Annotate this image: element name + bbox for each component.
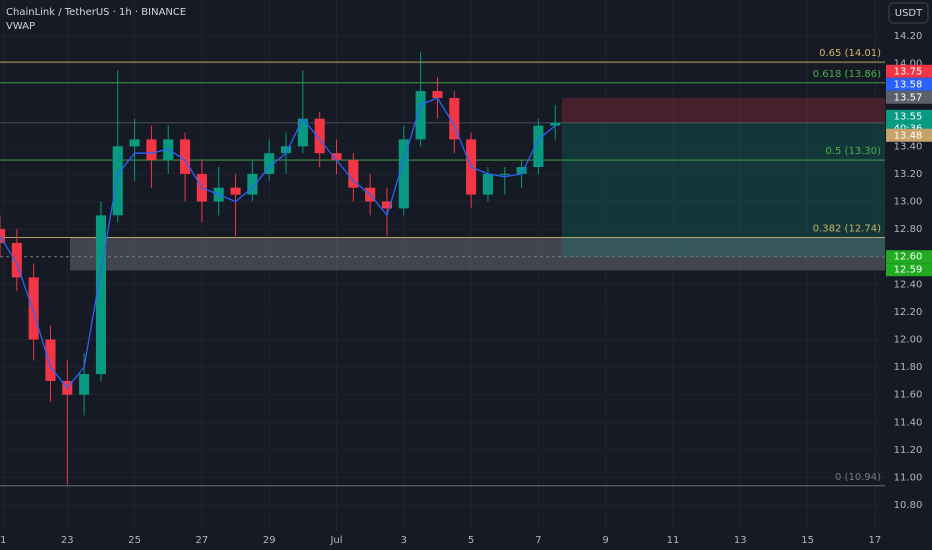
support-zone	[69, 237, 886, 271]
x-tick-label: 17	[869, 535, 882, 546]
candle-body	[146, 139, 157, 161]
y-tick-label: 13.20	[894, 169, 923, 180]
y-tick-label: 13.40	[894, 141, 923, 152]
candle-body	[398, 139, 409, 209]
candle-body	[230, 187, 241, 195]
fib-label: 0 (10.94)	[835, 472, 881, 483]
y-tick-label: 12.00	[894, 335, 923, 346]
indicator-name: VWAP	[6, 21, 35, 32]
y-tick-label: 12.40	[894, 279, 923, 290]
candle-body	[381, 201, 393, 209]
price-tag-label: 13.48	[894, 130, 923, 141]
candle-body	[449, 97, 460, 140]
candle-body	[264, 153, 275, 174]
y-tick-label: 14.20	[894, 31, 923, 42]
y-tick-label: 11.60	[894, 390, 923, 401]
candle-body	[331, 153, 342, 161]
candle-body	[112, 146, 123, 216]
x-tick-label: 25	[128, 535, 141, 546]
price-tag	[886, 128, 932, 142]
x-tick-label: 13	[734, 535, 747, 546]
price-tag	[886, 64, 932, 78]
price-tag-label: 12.60	[894, 252, 923, 263]
candle-body	[28, 277, 39, 340]
price-tag	[886, 250, 932, 264]
target-zone	[561, 122, 885, 257]
candle-body	[432, 91, 443, 98]
x-tick-label: 7	[535, 535, 541, 546]
fib-label: 0.618 (13.86)	[813, 69, 881, 80]
fib-label: 0.382 (12.74)	[813, 223, 881, 234]
currency-button[interactable]	[888, 2, 929, 24]
price-tag	[886, 90, 932, 104]
candle-body	[95, 215, 106, 375]
price-tag	[886, 77, 932, 91]
candle-body	[314, 118, 325, 154]
candle-body	[129, 139, 140, 147]
x-tick-label: 1	[0, 535, 6, 546]
vwap-line	[0, 97, 556, 389]
x-tick-label: Jul	[329, 535, 342, 546]
y-tick-label: 11.20	[894, 445, 923, 456]
x-tick-label: 29	[263, 535, 276, 546]
candle-body	[79, 374, 90, 395]
candle-body	[550, 122, 561, 126]
y-tick-label: 12.80	[894, 224, 923, 235]
price-tag-label: 13.55	[894, 111, 923, 122]
x-tick-label: 15	[801, 535, 814, 546]
candle-body	[516, 167, 527, 174]
y-tick-label: 11.80	[894, 362, 923, 373]
price-tag	[886, 263, 932, 277]
x-tick-label: 11	[667, 535, 680, 546]
x-tick-label: 27	[196, 535, 209, 546]
candle-body	[297, 118, 308, 147]
fib-label: 0.5 (13.30)	[825, 146, 881, 157]
candle-body	[180, 139, 191, 174]
time-axis	[0, 530, 932, 550]
currency-label[interactable]: USDT	[895, 8, 923, 19]
candle-body	[45, 339, 56, 381]
candle-body	[499, 173, 510, 175]
price-tag-label: 13.75	[894, 66, 923, 77]
candle-body	[415, 91, 426, 140]
y-tick-label: 14.00	[894, 58, 923, 69]
candle-body	[0, 229, 6, 243]
x-tick-label: 23	[61, 535, 74, 546]
price-tag-label: 12.59	[894, 265, 923, 276]
x-tick-label: 9	[603, 535, 609, 546]
y-tick-label: 11.00	[894, 473, 923, 484]
fib-label: 0.65 (14.01)	[819, 48, 881, 59]
stop-zone	[561, 97, 885, 123]
price-tag-label: 13.57	[894, 92, 923, 103]
y-tick-label: 11.40	[894, 417, 923, 428]
y-tick-label: 12.20	[894, 307, 923, 318]
candle-body	[11, 242, 22, 278]
x-tick-label: 3	[401, 535, 407, 546]
symbol-title: ChainLink / TetherUS · 1h · BINANCE	[6, 7, 186, 18]
x-tick-label: 5	[468, 535, 474, 546]
candle-body	[247, 173, 258, 195]
candle-body	[482, 173, 493, 195]
candle-body	[280, 146, 292, 154]
y-tick-label: 10.80	[894, 500, 923, 511]
candle-body	[348, 160, 359, 188]
y-tick-label: 13.00	[894, 197, 923, 208]
price-tag-label: 13.58	[894, 79, 923, 90]
candle-body	[533, 125, 544, 168]
